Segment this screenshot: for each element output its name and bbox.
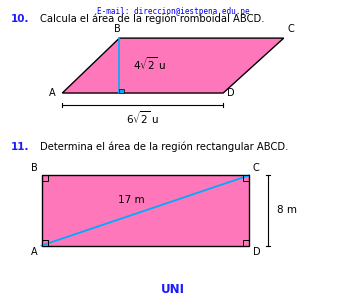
Text: C: C: [253, 163, 260, 173]
Text: A: A: [31, 247, 37, 257]
Text: $6\sqrt{2}\ \mathrm{u}$: $6\sqrt{2}\ \mathrm{u}$: [126, 110, 160, 127]
Text: D: D: [227, 88, 235, 98]
Text: B: B: [114, 24, 121, 34]
Polygon shape: [42, 175, 249, 246]
Text: 11.: 11.: [10, 142, 29, 152]
Text: D: D: [253, 247, 260, 257]
Text: UNI: UNI: [161, 283, 185, 296]
Text: A: A: [49, 88, 55, 98]
Text: Determina el área de la región rectangular ABCD.: Determina el área de la región rectangul…: [40, 142, 288, 152]
Text: B: B: [30, 163, 37, 173]
Text: Calcula el área de la región romboidal ABCD.: Calcula el área de la región romboidal A…: [40, 14, 264, 24]
Text: $4\sqrt{2}\ \mathrm{u}$: $4\sqrt{2}\ \mathrm{u}$: [133, 56, 166, 72]
Text: 8 m: 8 m: [277, 206, 297, 215]
Text: E-mail: direccion@iestpena.edu.pe: E-mail: direccion@iestpena.edu.pe: [97, 7, 249, 16]
Text: 10.: 10.: [10, 14, 29, 24]
Polygon shape: [119, 89, 124, 93]
Text: 17 m: 17 m: [118, 195, 145, 205]
Polygon shape: [62, 38, 284, 93]
Text: C: C: [287, 24, 294, 34]
